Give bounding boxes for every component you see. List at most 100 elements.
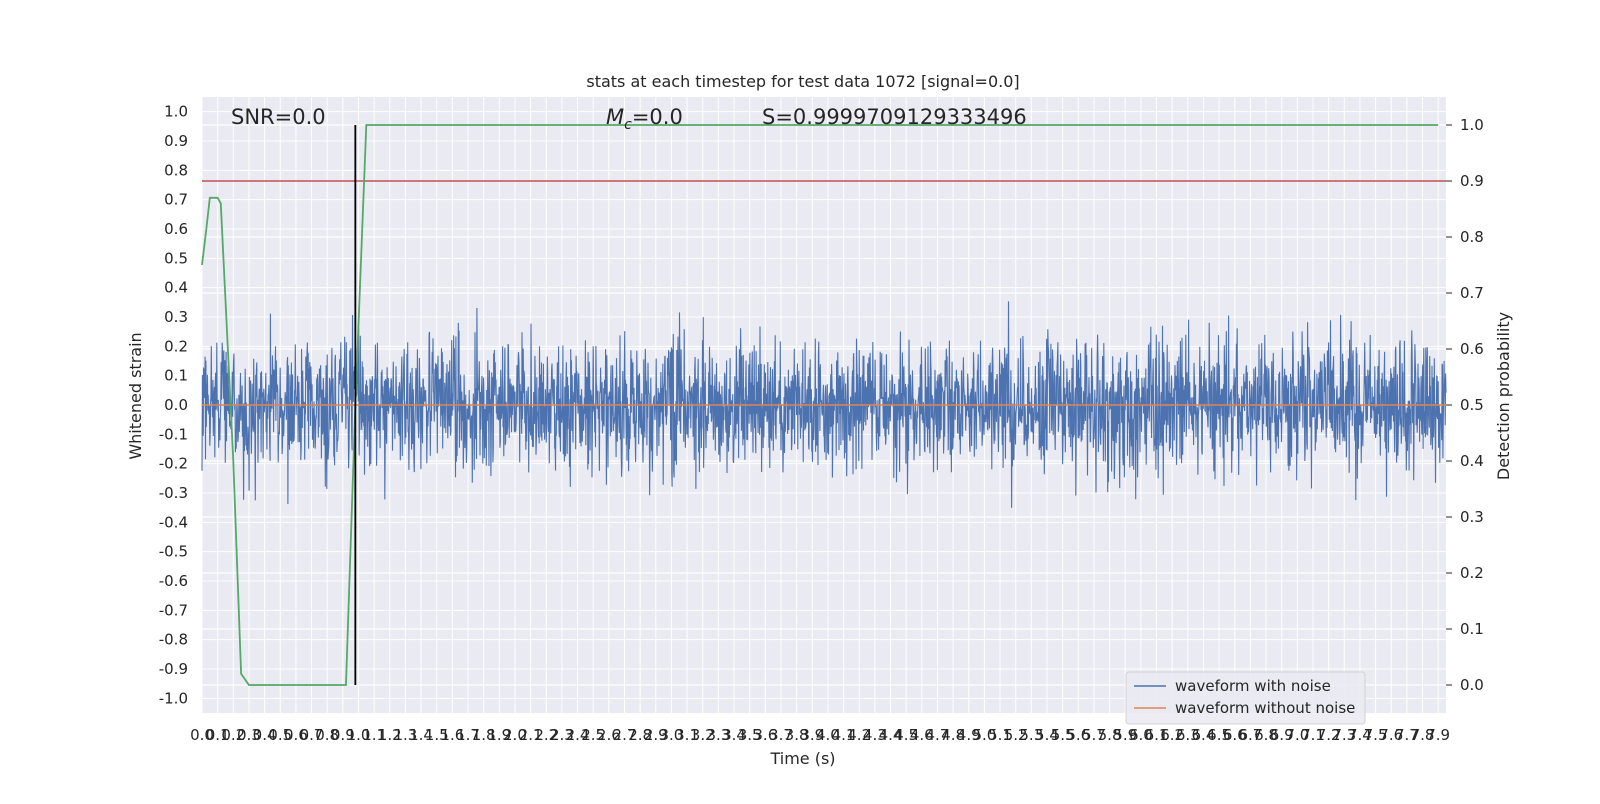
x-tick-label: 5.3 [1019,726,1043,744]
y2-tick-label: 0.3 [1460,508,1484,526]
y2-tick-label: 0.4 [1460,452,1484,470]
x-tick-label: 7.9 [1426,726,1450,744]
x-tick-label: 6.0 [1129,726,1153,744]
x-tick-label: 7.8 [1411,726,1435,744]
x-tick-label: 3.1 [675,726,699,744]
x-tick-label: 7.5 [1364,726,1388,744]
x-tick-label: 0.7 [300,726,324,744]
y-tick-label: 0.0 [164,396,188,414]
y-tick-label: 0.3 [164,308,188,326]
legend-frame [1125,671,1366,725]
x-tick-label: 5.1 [988,726,1012,744]
x-tick-label: 7.1 [1301,726,1325,744]
x-tick-label: 6.8 [1254,726,1278,744]
y-tick-label: 0.4 [164,279,188,297]
x-tick-label: 0.0 [190,726,214,744]
chirp-mass-value: =0.0 [632,105,683,129]
y-tick-label: 0.5 [164,249,188,267]
x-tick-label: 6.6 [1223,726,1247,744]
x-tick-label: 2.1 [519,726,543,744]
y2-tick-label: 0.6 [1460,340,1484,358]
y-tick-label: 0.8 [164,161,188,179]
chirp-mass-subscript: c [624,117,632,133]
y2-tick-label: 0.9 [1460,172,1484,190]
x-tick-label: 4.6 [910,726,934,744]
x-tick-label: 3.5 [738,726,762,744]
waveform-with-noise-line [201,301,1447,508]
x-tick-label: 7.6 [1379,726,1403,744]
y2-tick-label: 0.1 [1460,620,1484,638]
x-tick-label: 5.4 [1035,726,1059,744]
x-tick-label: 1.3 [393,726,417,744]
x-tick-label: 4.7 [926,726,950,744]
x-tick-label: 6.9 [1270,726,1294,744]
x-tick-label: 6.3 [1176,726,1200,744]
y-axis-label: Whitened strain [126,332,145,459]
x-tick-label: 4.0 [816,726,840,744]
y-tick-label: -0.2 [159,455,188,473]
x-tick-label: 4.9 [957,726,981,744]
x-tick-label: 4.3 [863,726,887,744]
x-tick-label: 7.7 [1395,726,1419,744]
s-annotation: S=0.9999709129333496 [762,105,1027,129]
x-tick-label: 2.5 [581,726,605,744]
y-tick-label: 0.2 [164,337,188,355]
y-tick-label: 0.9 [164,132,188,150]
x-tick-label: 2.4 [566,726,590,744]
series-waveform-with-noise [201,301,1447,508]
x-tick-label: 0.4 [253,726,277,744]
x-tick-label: 4.2 [847,726,871,744]
x-tick-label: 2.6 [597,726,621,744]
chart-title: stats at each timestep for test data 107… [586,72,1019,91]
x-tick-label: 5.8 [1098,726,1122,744]
x-axis-ticks: 0.00.10.20.30.40.50.60.70.80.91.01.11.21… [190,726,1450,744]
y-tick-label: -0.4 [159,513,188,531]
x-axis-label: Time (s) [769,749,835,768]
x-tick-label: 1.4 [409,726,433,744]
x-tick-label: 3.4 [722,726,746,744]
x-tick-label: 1.5 [425,726,449,744]
x-tick-label: 3.7 [769,726,793,744]
y-tick-label: -0.8 [159,631,188,649]
y2-axis-label: Detection probability [1494,312,1513,480]
legend-label-waveform-without-noise: waveform without noise [1175,699,1355,717]
snr-annotation: SNR=0.0 [231,105,326,129]
x-tick-label: 4.8 [941,726,965,744]
y2-tick-label: 0.0 [1460,676,1484,694]
x-tick-label: 1.1 [362,726,386,744]
y-tick-label: 0.6 [164,220,188,238]
y-tick-label: 0.7 [164,191,188,209]
x-tick-label: 2.2 [534,726,558,744]
y-tick-label: 0.1 [164,367,188,385]
x-tick-label: 1.9 [487,726,511,744]
x-tick-label: 5.5 [1051,726,1075,744]
x-tick-label: 5.2 [1004,726,1028,744]
x-tick-label: 3.6 [753,726,777,744]
y-tick-label: 1.0 [164,103,188,121]
x-tick-label: 0.3 [237,726,261,744]
y2-tick-label: 0.8 [1460,228,1484,246]
x-tick-label: 3.9 [800,726,824,744]
y2-tick-label: 0.2 [1460,564,1484,582]
x-tick-label: 6.4 [1192,726,1216,744]
x-tick-label: 0.2 [221,726,245,744]
y2-tick-label: 1.0 [1460,116,1484,134]
x-tick-label: 2.3 [550,726,574,744]
x-tick-label: 5.7 [1082,726,1106,744]
chirp-mass-symbol: M [606,105,624,129]
x-tick-label: 1.6 [440,726,464,744]
x-tick-label: 5.9 [1113,726,1137,744]
series-lines [201,124,1446,686]
x-tick-label: 0.1 [206,726,230,744]
x-tick-label: 3.3 [706,726,730,744]
x-tick-label: 3.0 [660,726,684,744]
x-tick-label: 2.7 [613,726,637,744]
x-tick-label: 2.0 [503,726,527,744]
x-tick-label: 0.8 [315,726,339,744]
x-tick-label: 1.2 [378,726,402,744]
x-tick-label: 6.1 [1145,726,1169,744]
x-tick-label: 4.4 [879,726,903,744]
y-tick-label: -0.6 [159,572,188,590]
x-tick-label: 4.5 [894,726,918,744]
